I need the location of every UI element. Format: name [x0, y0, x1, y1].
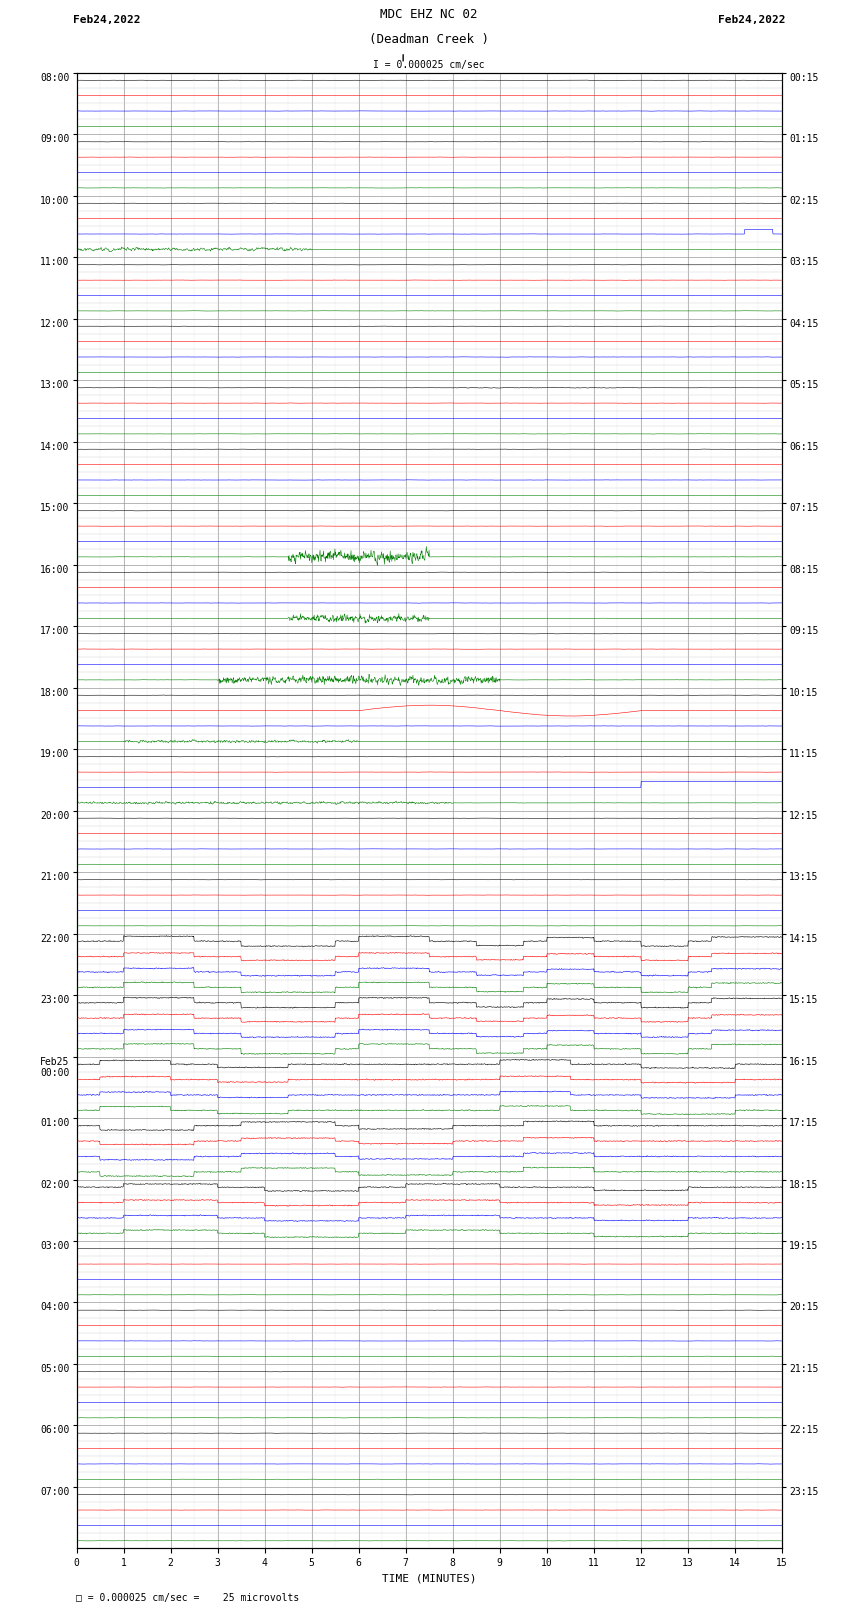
Text: I = 0.000025 cm/sec: I = 0.000025 cm/sec: [373, 60, 485, 69]
Text: □ = 0.000025 cm/sec =    25 microvolts: □ = 0.000025 cm/sec = 25 microvolts: [76, 1592, 300, 1603]
Text: Feb24,2022: Feb24,2022: [73, 16, 140, 26]
Text: MDC EHZ NC 02: MDC EHZ NC 02: [381, 8, 478, 21]
Text: Feb24,2022: Feb24,2022: [718, 16, 785, 26]
Text: (Deadman Creek ): (Deadman Creek ): [369, 32, 490, 47]
X-axis label: TIME (MINUTES): TIME (MINUTES): [382, 1574, 477, 1584]
